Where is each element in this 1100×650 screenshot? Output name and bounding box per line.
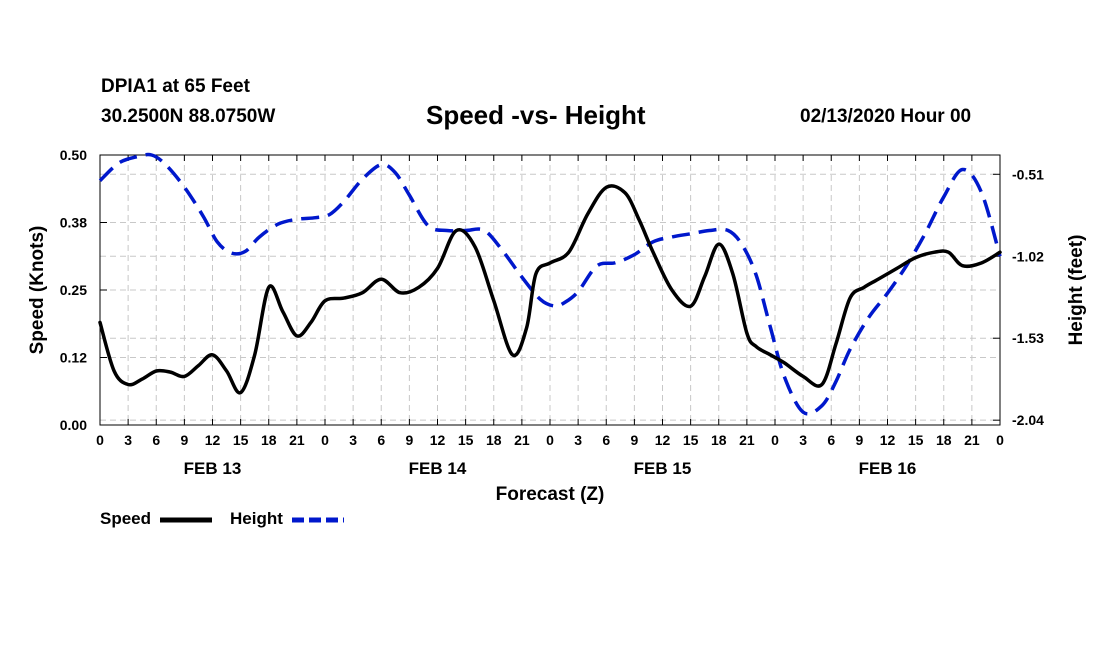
series-lines	[98, 152, 1002, 416]
y2-tick-label: -1.02	[1012, 248, 1044, 264]
day-label: FEB 13	[184, 459, 242, 478]
x-tick-label: 15	[683, 432, 699, 448]
x-tick-label: 3	[574, 432, 582, 448]
x-tick-label: 6	[827, 432, 835, 448]
coordinates-label: 30.2500N 88.0750W	[101, 106, 276, 127]
x-tick-label: 0	[96, 432, 104, 448]
x-tick-label: 9	[180, 432, 188, 448]
x-tick-label: 21	[514, 432, 530, 448]
y-tick-label: 0.00	[60, 417, 87, 433]
day-label: FEB 15	[634, 459, 692, 478]
legend-height-label: Height	[230, 509, 283, 528]
axis-ticks: 0 3 6 9 12 15 18 21 0 3 6 9 12 15 18 21 0 3 6 9 12 15 18 21 0 3 6 9…	[60, 147, 1044, 478]
x-tick-label: 18	[711, 432, 727, 448]
x-tick-label: 12	[655, 432, 671, 448]
x-tick-label: 3	[124, 432, 132, 448]
x-tick-label: 9	[630, 432, 638, 448]
speed-series-line	[98, 184, 1002, 395]
x-tick-label: 3	[349, 432, 357, 448]
y-tick-label: 0.38	[60, 215, 87, 231]
x-tick-label: 6	[602, 432, 610, 448]
x-tick-label: 0	[321, 432, 329, 448]
x-tick-label: 0	[546, 432, 554, 448]
y-axis-label: Speed (Knots)	[27, 226, 48, 355]
x-tick-label: 18	[261, 432, 277, 448]
day-label: FEB 16	[859, 459, 917, 478]
x-tick-label: 9	[405, 432, 413, 448]
y-tick-label: 0.25	[60, 282, 87, 298]
x-tick-label: 9	[855, 432, 863, 448]
y-tick-label: 0.50	[60, 147, 87, 163]
x-tick-label: 21	[964, 432, 980, 448]
x-tick-label: 12	[205, 432, 221, 448]
x-tick-label: 18	[486, 432, 502, 448]
timestamp-label: 02/13/2020 Hour 00	[800, 106, 972, 127]
x-tick-label: 21	[739, 432, 755, 448]
grid-lines	[100, 155, 1000, 425]
y2-tick-label: -0.51	[1012, 166, 1044, 182]
x-tick-label: 6	[377, 432, 385, 448]
x-tick-label: 21	[289, 432, 305, 448]
x-axis-label: Forecast (Z)	[496, 484, 605, 505]
legend-speed-label: Speed	[100, 509, 152, 528]
x-tick-label: 15	[233, 432, 249, 448]
y-tick-label: 0.12	[60, 350, 87, 366]
x-tick-label: 15	[458, 432, 474, 448]
x-tick-label: 0	[996, 432, 1004, 448]
chart-title: Speed -vs- Height	[426, 100, 646, 130]
station-label: DPIA1 at 65 Feet	[101, 76, 250, 97]
x-tick-label: 0	[771, 432, 779, 448]
height-series-line	[98, 152, 1002, 416]
x-tick-label: 6	[152, 432, 160, 448]
x-tick-label: 12	[880, 432, 896, 448]
y2-axis-label: Height (feet)	[1066, 235, 1087, 346]
x-tick-label: 3	[799, 432, 807, 448]
y2-tick-label: -1.53	[1012, 330, 1044, 346]
y2-tick-label: -2.04	[1012, 412, 1044, 428]
x-tick-label: 18	[936, 432, 952, 448]
x-tick-label: 15	[908, 432, 924, 448]
x-tick-label: 12	[430, 432, 446, 448]
day-label: FEB 14	[409, 459, 467, 478]
